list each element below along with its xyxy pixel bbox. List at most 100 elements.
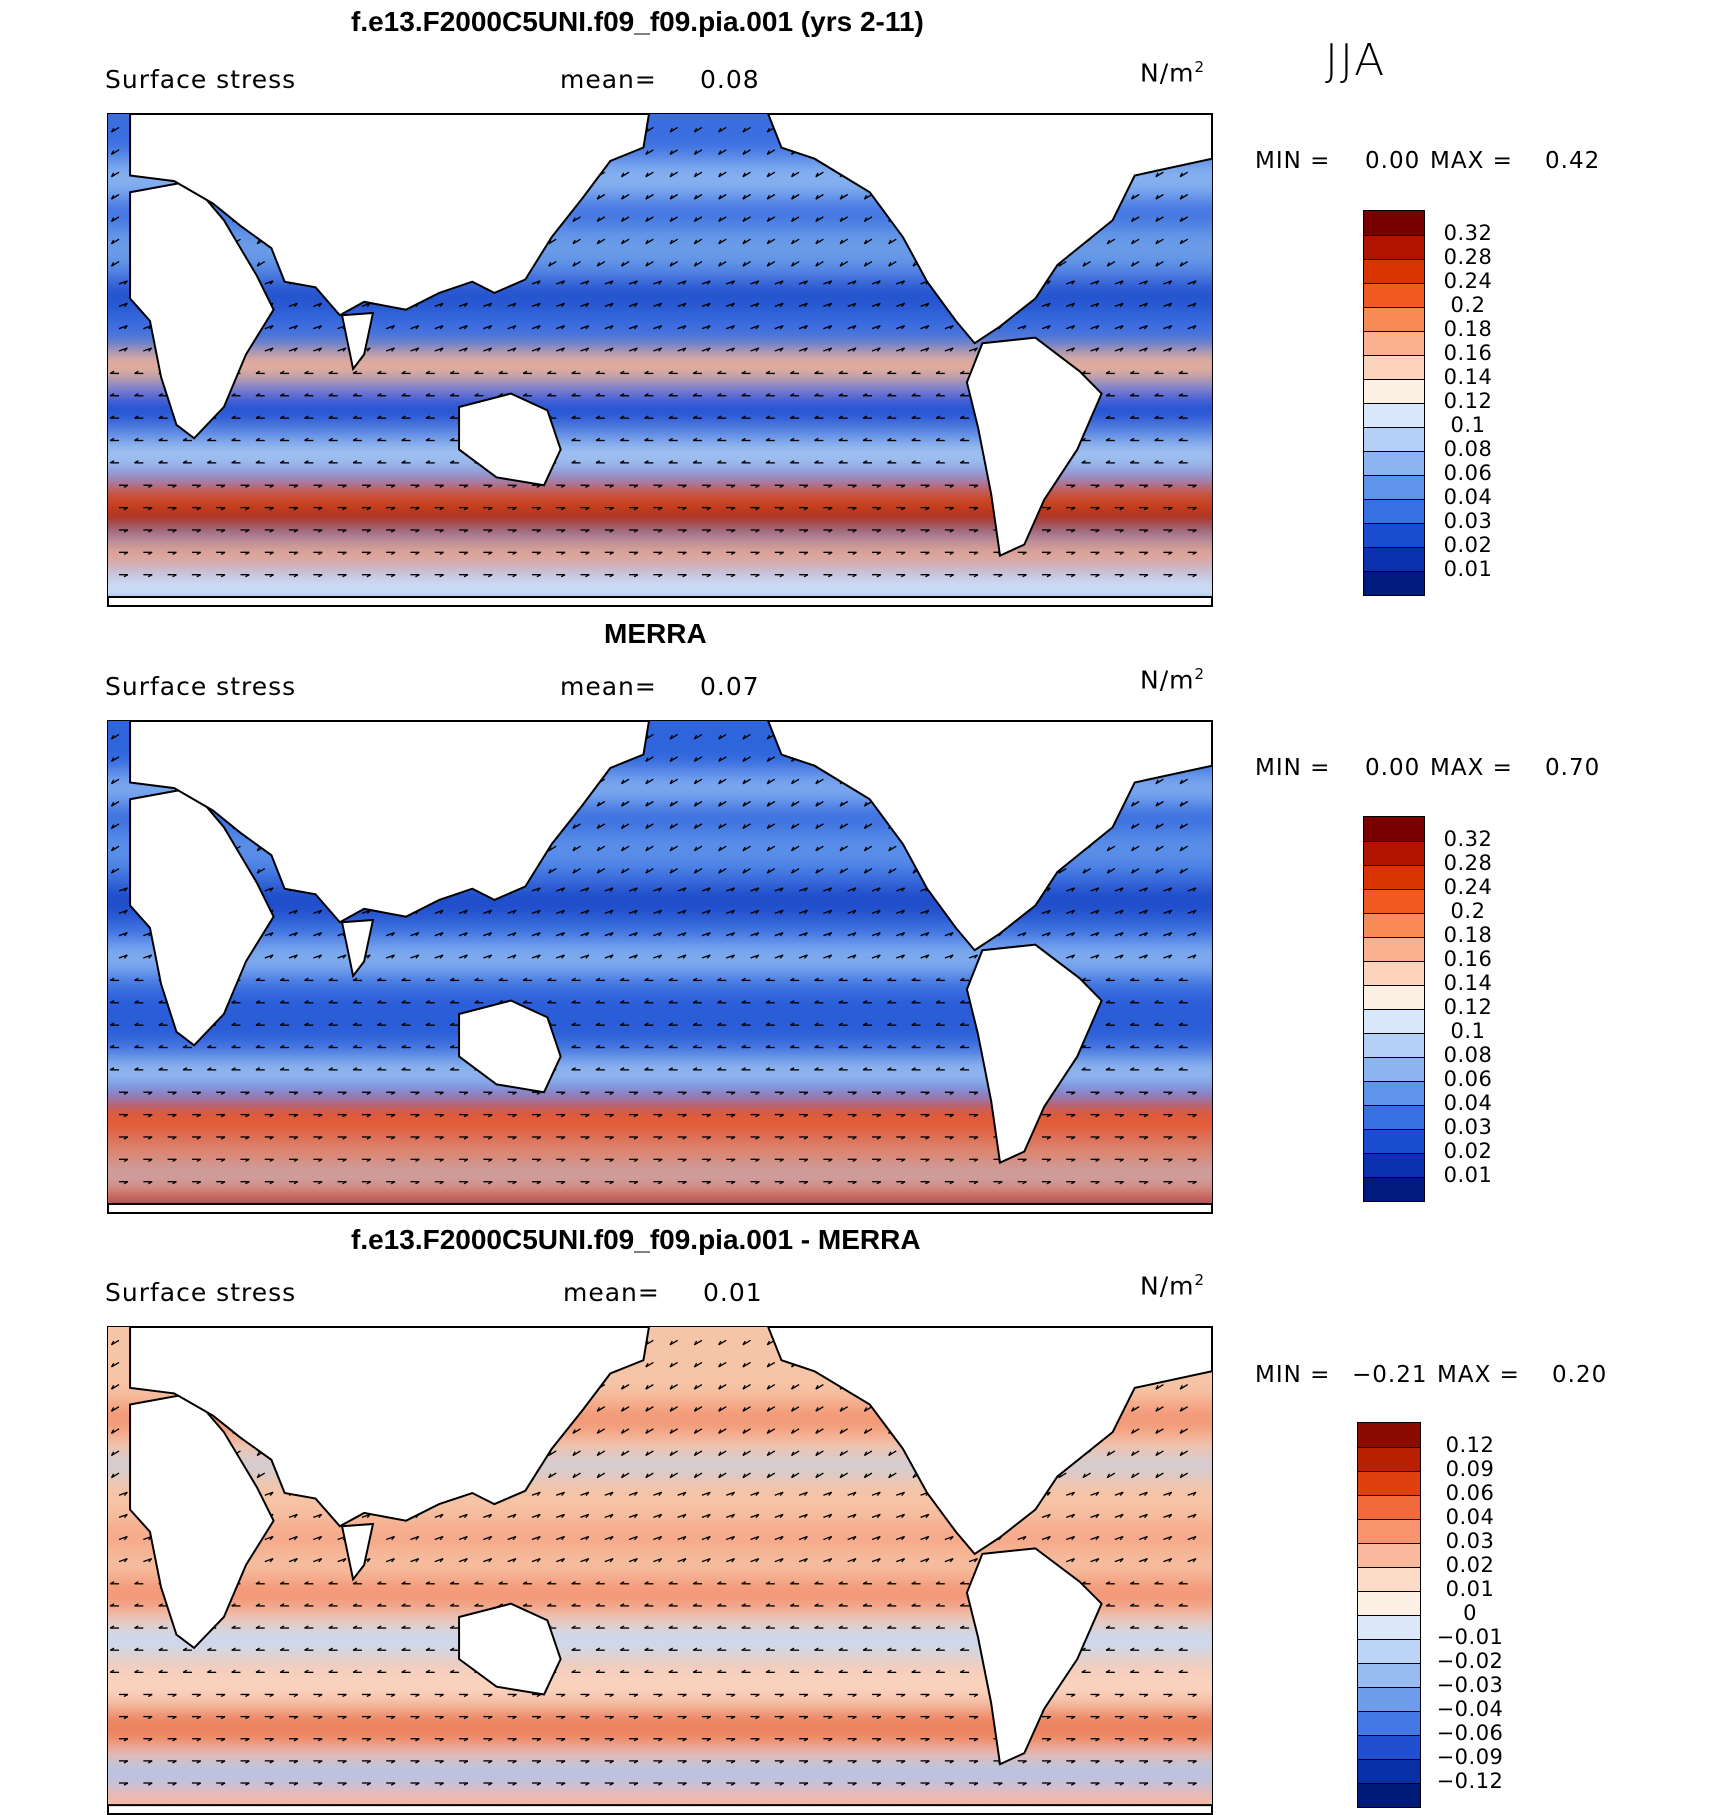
stress-contour-band xyxy=(108,1709,1212,1746)
colorbar-tick-label: 0.04 xyxy=(1443,485,1493,509)
min-label: MIN = xyxy=(1255,1362,1331,1388)
colorbar-tick-label: 0.18 xyxy=(1443,317,1493,341)
max-value: 0.70 xyxy=(1545,755,1601,781)
surface-stress-map xyxy=(107,113,1213,607)
max-label: MAX = xyxy=(1430,755,1513,781)
colorbar-tick-label: 0.12 xyxy=(1445,1433,1495,1457)
colorbar xyxy=(1357,1422,1421,1808)
colorbar-segment xyxy=(1364,937,1424,961)
mean-value: 0.08 xyxy=(700,65,760,94)
colorbar xyxy=(1363,816,1425,1202)
map-canvas xyxy=(108,721,1212,1213)
colorbar-segment xyxy=(1358,1759,1420,1783)
panel-title: f.e13.F2000C5UNI.f09_f09.pia.001 (yrs 2-… xyxy=(351,6,924,37)
colorbar-segment xyxy=(1358,1495,1420,1519)
units-label: N/m2 xyxy=(1140,1271,1206,1301)
stress-contour-band xyxy=(108,1625,1212,1657)
min-label: MIN = xyxy=(1255,148,1331,174)
stress-contour-band xyxy=(108,1672,1212,1697)
colorbar-segment xyxy=(1364,889,1424,913)
colorbar-segment xyxy=(1358,1783,1420,1807)
colorbar-tick-label: 0.09 xyxy=(1445,1457,1495,1481)
surface-stress-map xyxy=(107,720,1213,1214)
variable-label: Surface stress xyxy=(105,1278,297,1307)
colorbar-tick-label: 0.01 xyxy=(1443,557,1493,581)
colorbar-tick-label: 0.32 xyxy=(1443,827,1493,851)
colorbar-tick-label: −0.02 xyxy=(1436,1649,1504,1673)
colorbar-tick-label: 0.03 xyxy=(1445,1529,1495,1553)
stress-contour-band xyxy=(108,939,1212,978)
min-label: MIN = xyxy=(1255,755,1331,781)
colorbar-segment xyxy=(1364,865,1424,889)
colorbar-segment xyxy=(1358,1687,1420,1711)
colorbar-tick-label: 0.06 xyxy=(1443,1067,1493,1091)
colorbar-segment xyxy=(1358,1519,1420,1543)
units-label: N/m2 xyxy=(1140,58,1206,88)
colorbar-tick-label: 0.12 xyxy=(1443,995,1493,1019)
stress-contour-band xyxy=(108,888,1212,914)
colorbar-tick-label: −0.04 xyxy=(1436,1697,1504,1721)
colorbar-segment xyxy=(1358,1447,1420,1471)
max-value: 0.42 xyxy=(1545,148,1601,174)
colorbar-tick-label: 0.02 xyxy=(1443,1139,1493,1163)
colorbar-tick-label: 0.02 xyxy=(1445,1553,1495,1577)
colorbar-segment xyxy=(1358,1423,1420,1447)
colorbar-segment xyxy=(1364,211,1424,235)
colorbar-tick-label: −0.01 xyxy=(1436,1625,1504,1649)
colorbar-tick-label: 0.03 xyxy=(1443,509,1493,533)
continent-outlines xyxy=(108,721,1212,1213)
colorbar-tick-label: −0.03 xyxy=(1436,1673,1504,1697)
max-label: MAX = xyxy=(1430,148,1513,174)
season-label: JJA xyxy=(1325,35,1387,86)
map-canvas xyxy=(108,114,1212,606)
stress-contour-band xyxy=(108,1760,1212,1788)
colorbar-tick-label: 0.04 xyxy=(1445,1505,1495,1529)
mean-label: mean= xyxy=(563,1278,660,1307)
colorbar-segment xyxy=(1364,961,1424,985)
colorbar-tick-label: 0.24 xyxy=(1443,269,1493,293)
colorbar-segment xyxy=(1364,913,1424,937)
colorbar-segment xyxy=(1364,283,1424,307)
colorbar-segment xyxy=(1364,1153,1424,1177)
stress-contour-band xyxy=(108,500,1212,530)
colorbar-segment xyxy=(1358,1615,1420,1639)
colorbar-tick-label: 0.06 xyxy=(1443,461,1493,485)
colorbar-segment xyxy=(1364,1177,1424,1201)
mean-label: mean= xyxy=(560,65,657,94)
colorbar-segment xyxy=(1358,1711,1420,1735)
panel-title: MERRA xyxy=(604,618,707,649)
colorbar-tick-label: 0.06 xyxy=(1445,1481,1495,1505)
mean-label: mean= xyxy=(560,672,657,701)
max-label: MAX = xyxy=(1437,1362,1520,1388)
colorbar-segment xyxy=(1358,1567,1420,1591)
min-value: 0.00 xyxy=(1365,755,1421,781)
colorbar-tick-label: 0.14 xyxy=(1443,365,1493,389)
stress-contour-band xyxy=(108,395,1212,421)
variable-label: Surface stress xyxy=(105,65,297,94)
colorbar-segment xyxy=(1364,1033,1424,1057)
colorbar-segment xyxy=(1364,379,1424,403)
stress-contour-band xyxy=(108,1141,1212,1167)
colorbar-tick-label: 0.24 xyxy=(1443,875,1493,899)
stress-contour-band xyxy=(108,281,1212,311)
stress-contour-band xyxy=(108,1056,1212,1088)
colorbar-tick-label: 0 xyxy=(1463,1601,1477,1625)
mean-value: 0.01 xyxy=(703,1278,763,1307)
units-label: N/m2 xyxy=(1140,665,1206,695)
colorbar-segment xyxy=(1364,427,1424,451)
colorbar-segment xyxy=(1364,985,1424,1009)
colorbar-segment xyxy=(1364,523,1424,547)
colorbar-tick-label: 0.16 xyxy=(1443,341,1493,365)
colorbar-tick-label: 0.01 xyxy=(1445,1577,1495,1601)
colorbar-segment xyxy=(1364,1129,1424,1153)
continent-outlines xyxy=(108,114,1212,606)
colorbar-tick-label: 0.08 xyxy=(1443,437,1493,461)
colorbar-segment xyxy=(1364,307,1424,331)
stress-contour-band xyxy=(108,1579,1212,1609)
colorbar-tick-label: 0.16 xyxy=(1443,947,1493,971)
colorbar-segment xyxy=(1364,499,1424,523)
surface-stress-map xyxy=(107,1326,1213,1815)
colorbar-tick-label: 0.28 xyxy=(1443,851,1493,875)
colorbar-tick-label: 0.01 xyxy=(1443,1163,1493,1187)
min-value: −0.21 xyxy=(1352,1362,1428,1388)
